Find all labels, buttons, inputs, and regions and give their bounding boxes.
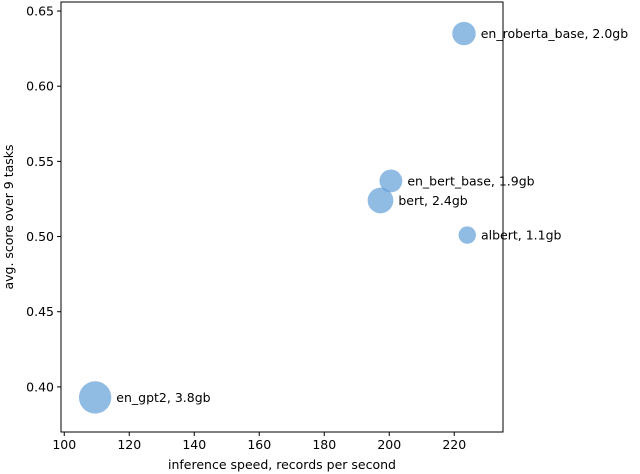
- data-point: [379, 169, 403, 193]
- point-label: en_gpt2, 3.8gb: [116, 390, 210, 405]
- x-tick-label: 140: [182, 437, 206, 452]
- points-layer: [78, 21, 476, 414]
- y-tick-label: 0.60: [26, 79, 54, 94]
- y-axis-label: avg. score over 9 tasks: [1, 144, 16, 289]
- y-tick-label: 0.55: [26, 154, 54, 169]
- point-label: bert, 2.4gb: [398, 193, 467, 208]
- x-tick-label: 120: [117, 437, 141, 452]
- data-point: [367, 187, 394, 214]
- point-label: en_bert_base, 1.9gb: [407, 173, 534, 188]
- data-point: [452, 21, 476, 46]
- x-axis-label: inference speed, records per second: [168, 457, 396, 472]
- ticks-layer: 100 120 140 160 180 200 220 0.40 0.45 0.50 0.55 0.6…: [26, 4, 466, 452]
- point-label: en_roberta_base, 2.0gb: [481, 26, 629, 41]
- x-tick-label: 200: [377, 437, 401, 452]
- plot-frame: [60, 1, 504, 433]
- data-point: [78, 381, 112, 414]
- y-tick-label: 0.40: [26, 379, 54, 394]
- y-tick-label: 0.45: [26, 304, 54, 319]
- point-labels-layer: en_roberta_base, 2.0gb en_bert_base, 1.9g…: [116, 26, 628, 405]
- x-tick-label: 180: [312, 437, 336, 452]
- x-tick-label: 100: [52, 437, 76, 452]
- y-tick-label: 0.50: [26, 229, 54, 244]
- data-point: [458, 226, 476, 244]
- point-label: albert, 1.1gb: [481, 228, 562, 243]
- x-tick-label: 220: [442, 437, 466, 452]
- x-tick-label: 160: [247, 437, 271, 452]
- y-tick-label: 0.65: [26, 4, 54, 19]
